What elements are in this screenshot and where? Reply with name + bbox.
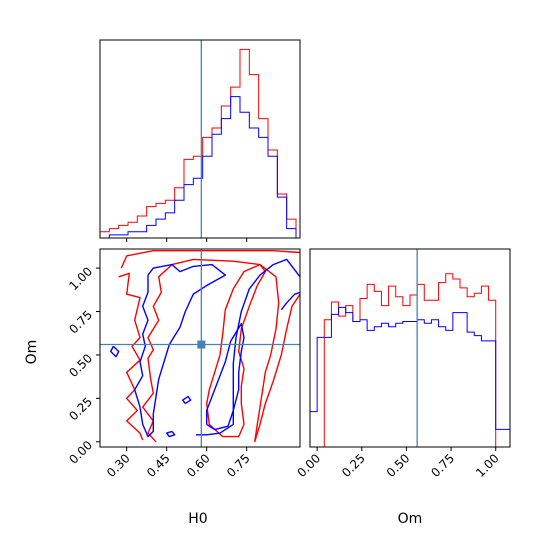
scatter-y-tick-label-3: 0.75 <box>66 308 95 337</box>
blue-contour-6 <box>280 291 300 311</box>
blue-contour-1 <box>196 258 300 436</box>
blue-contour-3 <box>134 263 226 438</box>
h0-hist-series-red <box>99 48 297 238</box>
x-axis-label-om: Om <box>398 511 423 527</box>
scatter-x-tick-label-2: 0.60 <box>184 451 213 480</box>
y-axis-label-om: Om <box>24 340 40 365</box>
blue-contour-0 <box>166 430 176 438</box>
red-contour-3 <box>206 263 266 438</box>
x-axis-label-h0: H0 <box>188 511 207 527</box>
scatter-frame <box>99 248 301 448</box>
red-contour-0 <box>120 250 300 269</box>
blue-contour-2 <box>206 323 245 431</box>
contour-group <box>110 250 300 443</box>
blue-contour-5 <box>182 395 192 405</box>
red-contour-4 <box>254 293 300 443</box>
om-hist-series-red <box>310 273 510 448</box>
om-hist-series-blue <box>309 306 511 447</box>
truth-marker <box>197 340 206 349</box>
scatter-x-tick-label-3: 0.75 <box>224 451 253 480</box>
om-hist-x-tick-label-3: 0.75 <box>428 451 457 480</box>
scatter-x-tick-label-0: 0.30 <box>104 451 133 480</box>
scatter-x-tick-label-1: 0.45 <box>144 451 173 480</box>
red-contour-2 <box>142 258 280 443</box>
red-contour-1 <box>118 272 144 441</box>
om-hist-x-tick-label-4: 1.00 <box>473 451 502 480</box>
h0-hist-frame <box>99 39 301 239</box>
om-hist-frame <box>309 248 511 448</box>
h0-om-contour-panel: 0.30 0.45 0.60 0.75 0.00 0.25 0.50 0.75 1.00 <box>66 248 301 480</box>
h0-histogram-panel <box>99 39 301 242</box>
om-hist-x-tick-label-1: 0.25 <box>339 451 368 480</box>
om-hist-x-tick-label-2: 0.50 <box>384 451 413 480</box>
om-hist-x-tick-label-0: 0.00 <box>294 451 323 480</box>
h0-hist-series-blue <box>100 96 297 239</box>
scatter-y-tick-label-2: 0.50 <box>66 351 95 380</box>
scatter-y-tick-label-0: 0.00 <box>66 438 95 467</box>
scatter-y-tick-label-4: 1.00 <box>66 264 95 293</box>
scatter-y-tick-label-1: 0.25 <box>66 395 95 424</box>
om-histogram-panel: 0.00 0.25 0.50 0.75 1.00 <box>294 248 511 480</box>
blue-contour-4 <box>110 345 120 358</box>
